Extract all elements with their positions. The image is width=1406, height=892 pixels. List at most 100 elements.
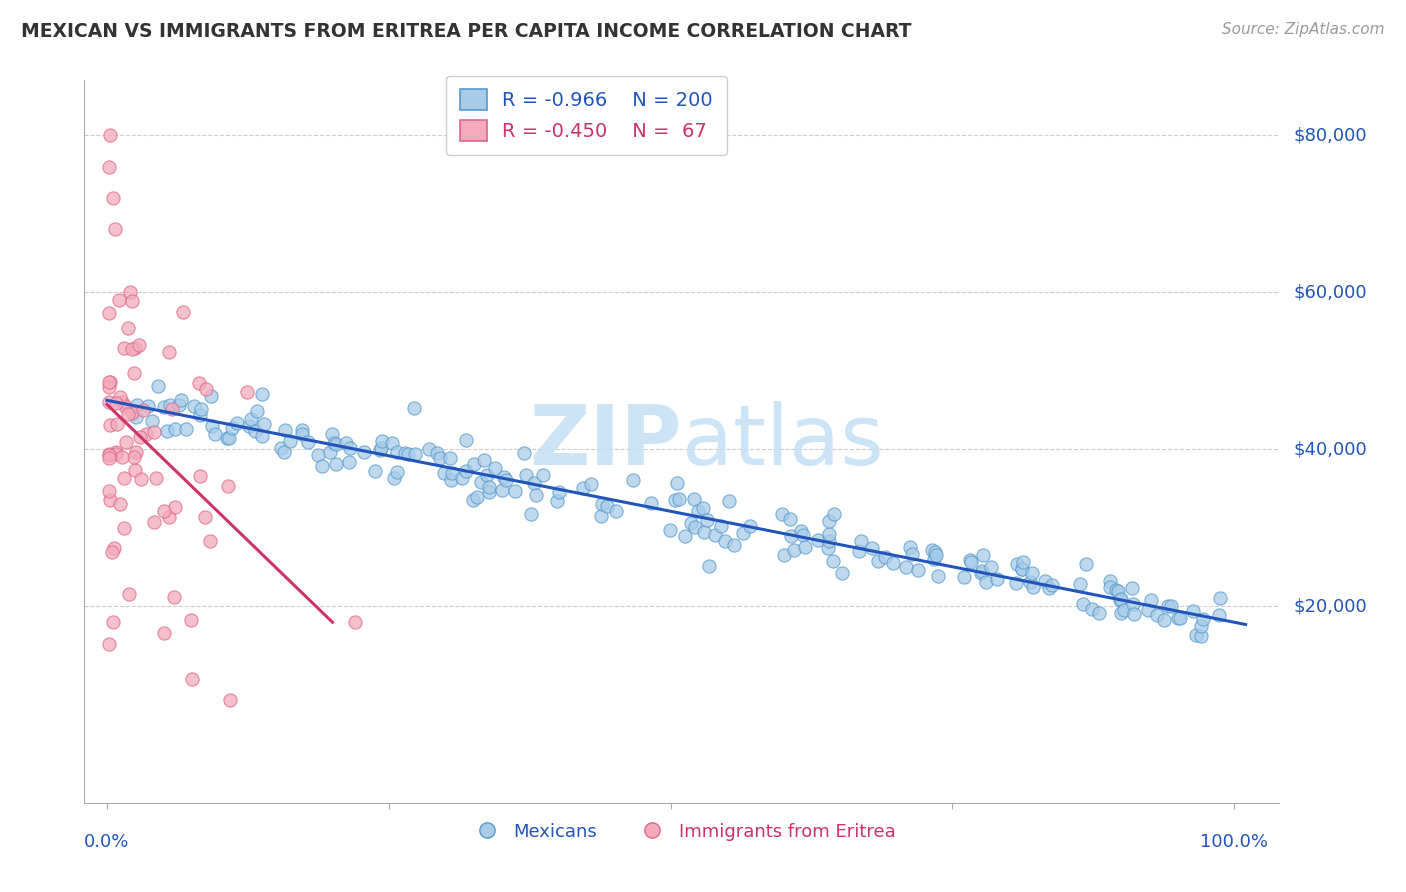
Point	[823, 507, 845, 521]
Point	[922, 552, 945, 566]
Point	[478, 485, 501, 500]
Point	[141, 414, 163, 428]
Point	[454, 464, 477, 478]
Point	[297, 435, 319, 450]
Point	[433, 466, 456, 480]
Point	[579, 477, 602, 491]
Point	[146, 378, 169, 392]
Point	[572, 481, 595, 495]
Point	[440, 474, 463, 488]
Point	[105, 396, 128, 410]
Point	[697, 558, 720, 573]
Point	[385, 465, 408, 479]
Point	[371, 434, 394, 448]
Point	[321, 427, 343, 442]
Point	[494, 469, 516, 483]
Point	[515, 467, 537, 482]
Point	[337, 455, 360, 469]
Point	[868, 554, 890, 568]
Point	[1123, 607, 1146, 622]
Point	[105, 444, 128, 458]
Point	[122, 366, 145, 380]
Point	[343, 615, 366, 630]
Point	[132, 403, 155, 417]
Point	[98, 375, 121, 389]
Point	[441, 466, 464, 480]
Point	[475, 468, 498, 483]
Point	[1122, 598, 1144, 612]
Text: $80,000: $80,000	[1294, 127, 1367, 145]
Point	[1088, 606, 1111, 620]
Point	[1004, 575, 1026, 590]
Point	[848, 544, 870, 558]
Point	[924, 545, 946, 559]
Point	[673, 529, 696, 543]
Point	[1069, 576, 1091, 591]
Point	[200, 534, 222, 549]
Point	[108, 390, 131, 404]
Point	[204, 426, 226, 441]
Point	[136, 399, 159, 413]
Text: $60,000: $60,000	[1294, 284, 1367, 301]
Point	[1011, 562, 1033, 576]
Point	[382, 471, 405, 485]
Point	[770, 507, 793, 521]
Point	[194, 382, 217, 396]
Point	[1140, 593, 1163, 607]
Point	[780, 528, 803, 542]
Point	[1160, 599, 1182, 614]
Point	[426, 446, 449, 460]
Point	[115, 435, 138, 450]
Point	[322, 436, 344, 450]
Point	[682, 491, 704, 506]
Point	[1121, 582, 1143, 596]
Point	[240, 411, 263, 425]
Point	[160, 402, 183, 417]
Point	[927, 569, 949, 583]
Point	[1153, 613, 1175, 627]
Point	[1011, 562, 1033, 576]
Point	[465, 490, 488, 504]
Point	[710, 518, 733, 533]
Point	[505, 484, 527, 499]
Point	[156, 424, 179, 438]
Point	[463, 457, 485, 471]
Point	[1098, 580, 1121, 594]
Point	[135, 427, 157, 442]
Point	[163, 422, 186, 436]
Point	[114, 399, 136, 413]
Point	[163, 591, 186, 605]
Point	[183, 399, 205, 413]
Point	[218, 431, 240, 445]
Point	[1208, 607, 1230, 622]
Point	[773, 548, 796, 562]
Point	[818, 534, 841, 549]
Point	[821, 554, 844, 568]
Point	[219, 692, 242, 706]
Point	[250, 387, 273, 401]
Point	[831, 566, 853, 581]
Point	[188, 376, 211, 390]
Point	[1071, 597, 1094, 611]
Point	[98, 160, 121, 174]
Point	[152, 504, 174, 518]
Point	[686, 504, 709, 518]
Point	[124, 342, 146, 356]
Point	[98, 128, 121, 143]
Point	[696, 513, 718, 527]
Point	[714, 533, 737, 548]
Text: Source: ZipAtlas.com: Source: ZipAtlas.com	[1222, 22, 1385, 37]
Point	[98, 447, 121, 461]
Point	[98, 637, 121, 651]
Text: 0.0%: 0.0%	[84, 833, 129, 851]
Point	[693, 524, 716, 539]
Point	[794, 540, 817, 554]
Point	[851, 534, 873, 549]
Point	[818, 514, 841, 528]
Point	[100, 492, 122, 507]
Point	[180, 613, 202, 627]
Point	[1137, 603, 1160, 617]
Point	[145, 471, 167, 485]
Point	[311, 458, 333, 473]
Point	[124, 410, 146, 425]
